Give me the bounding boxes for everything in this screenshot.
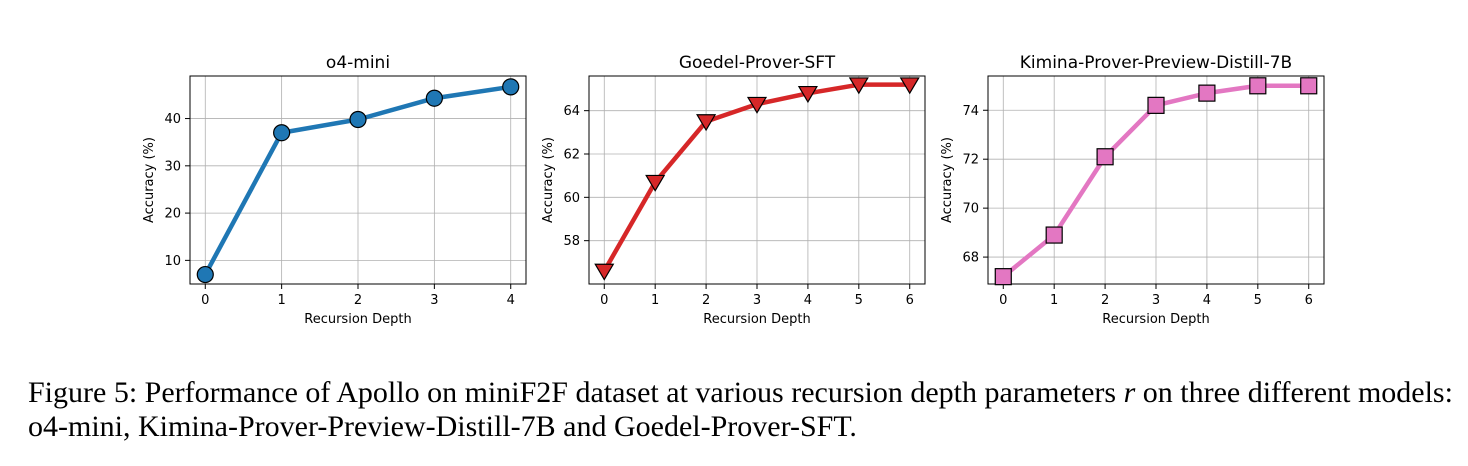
x-tick-label: 3 bbox=[753, 293, 761, 308]
data-point bbox=[746, 96, 768, 114]
y-tick-label: 62 bbox=[563, 148, 580, 163]
data-point bbox=[848, 77, 869, 95]
data-point bbox=[196, 265, 214, 284]
data-point bbox=[502, 78, 520, 96]
data-point bbox=[797, 85, 818, 104]
y-tick-label: 74 bbox=[962, 104, 979, 119]
data-point bbox=[696, 114, 717, 132]
data-point bbox=[994, 268, 1012, 286]
chart-panel-1: 0 1 2 3 4 5 658606264Goedel-Prover-SFTRecursio… bbox=[541, 53, 926, 327]
data-point bbox=[899, 77, 920, 95]
y-axis-label: Accuracy (%) bbox=[940, 137, 955, 223]
y-tick-label: 70 bbox=[962, 202, 979, 217]
data-point bbox=[425, 89, 443, 107]
x-tick-label: 0 bbox=[201, 293, 209, 308]
x-tick-label: 4 bbox=[804, 293, 812, 308]
y-tick-label: 68 bbox=[962, 251, 979, 266]
x-tick-label: 3 bbox=[430, 293, 438, 308]
data-point bbox=[594, 263, 615, 281]
chart-title: o4-mini bbox=[326, 53, 390, 73]
y-axis-label: Accuracy (%) bbox=[142, 137, 157, 223]
chart-panel-2: 0 1 2 3 4 5 6 68 70 72 74 Kimina-Prover-Preview-Dis… bbox=[940, 53, 1325, 327]
y-tick-label: 30 bbox=[164, 159, 181, 174]
chart-title: Kimina-Prover-Preview-Distill-7B bbox=[1020, 53, 1292, 73]
x-tick-label: 6 bbox=[1305, 293, 1313, 308]
data-point bbox=[1300, 77, 1318, 95]
caption-prefix: Figure 5: Performance of Apollo on miniF… bbox=[28, 376, 1117, 409]
figure-caption: Figure 5: Performance of Apollo on miniF… bbox=[28, 376, 1458, 444]
y-tick-label: 60 bbox=[563, 191, 580, 206]
data-point bbox=[349, 110, 367, 129]
x-tick-label: 2 bbox=[702, 293, 710, 308]
y-tick-label: 40 bbox=[164, 112, 181, 127]
x-tick-label: 5 bbox=[1254, 293, 1262, 308]
x-tick-label: 4 bbox=[1203, 293, 1211, 308]
y-tick-label: 72 bbox=[962, 153, 979, 168]
x-tick-label: 1 bbox=[1050, 293, 1058, 308]
x-tick-label: 2 bbox=[354, 293, 362, 308]
chart-title: Goedel-Prover-SFT bbox=[679, 53, 836, 73]
x-axis-label: Recursion Depth bbox=[1102, 312, 1210, 327]
y-axis-label: Accuracy (%) bbox=[541, 137, 556, 223]
y-tick-label: 10 bbox=[164, 254, 181, 269]
data-point bbox=[1198, 84, 1216, 102]
data-point bbox=[1147, 96, 1165, 114]
y-tick-label: 64 bbox=[563, 104, 580, 119]
x-tick-label: 0 bbox=[600, 293, 608, 308]
x-tick-label: 6 bbox=[906, 293, 914, 308]
data-point bbox=[273, 124, 291, 142]
x-axis-label: Recursion Depth bbox=[304, 312, 412, 327]
x-tick-label: 0 bbox=[999, 293, 1007, 308]
x-tick-label: 2 bbox=[1101, 293, 1109, 308]
x-tick-label: 4 bbox=[507, 293, 515, 308]
data-point bbox=[1045, 226, 1063, 244]
caption-suffix: on three different models: o4-mini, Kimi… bbox=[28, 376, 1453, 443]
y-tick-label: 58 bbox=[563, 234, 580, 249]
x-tick-label: 3 bbox=[1152, 293, 1160, 308]
x-tick-label: 1 bbox=[651, 293, 659, 308]
data-point bbox=[645, 174, 666, 192]
x-axis-label: Recursion Depth bbox=[703, 312, 811, 327]
x-tick-label: 5 bbox=[855, 293, 863, 308]
x-tick-label: 1 bbox=[277, 293, 285, 308]
y-tick-label: 20 bbox=[164, 207, 181, 222]
data-point bbox=[1096, 148, 1114, 166]
data-point bbox=[1249, 77, 1267, 95]
caption-symbol: r bbox=[1123, 376, 1136, 409]
chart-panel-0: 0 1 2 3 4 10 20 30 40 o4-mini Recursion Depth Accur… bbox=[142, 53, 527, 327]
